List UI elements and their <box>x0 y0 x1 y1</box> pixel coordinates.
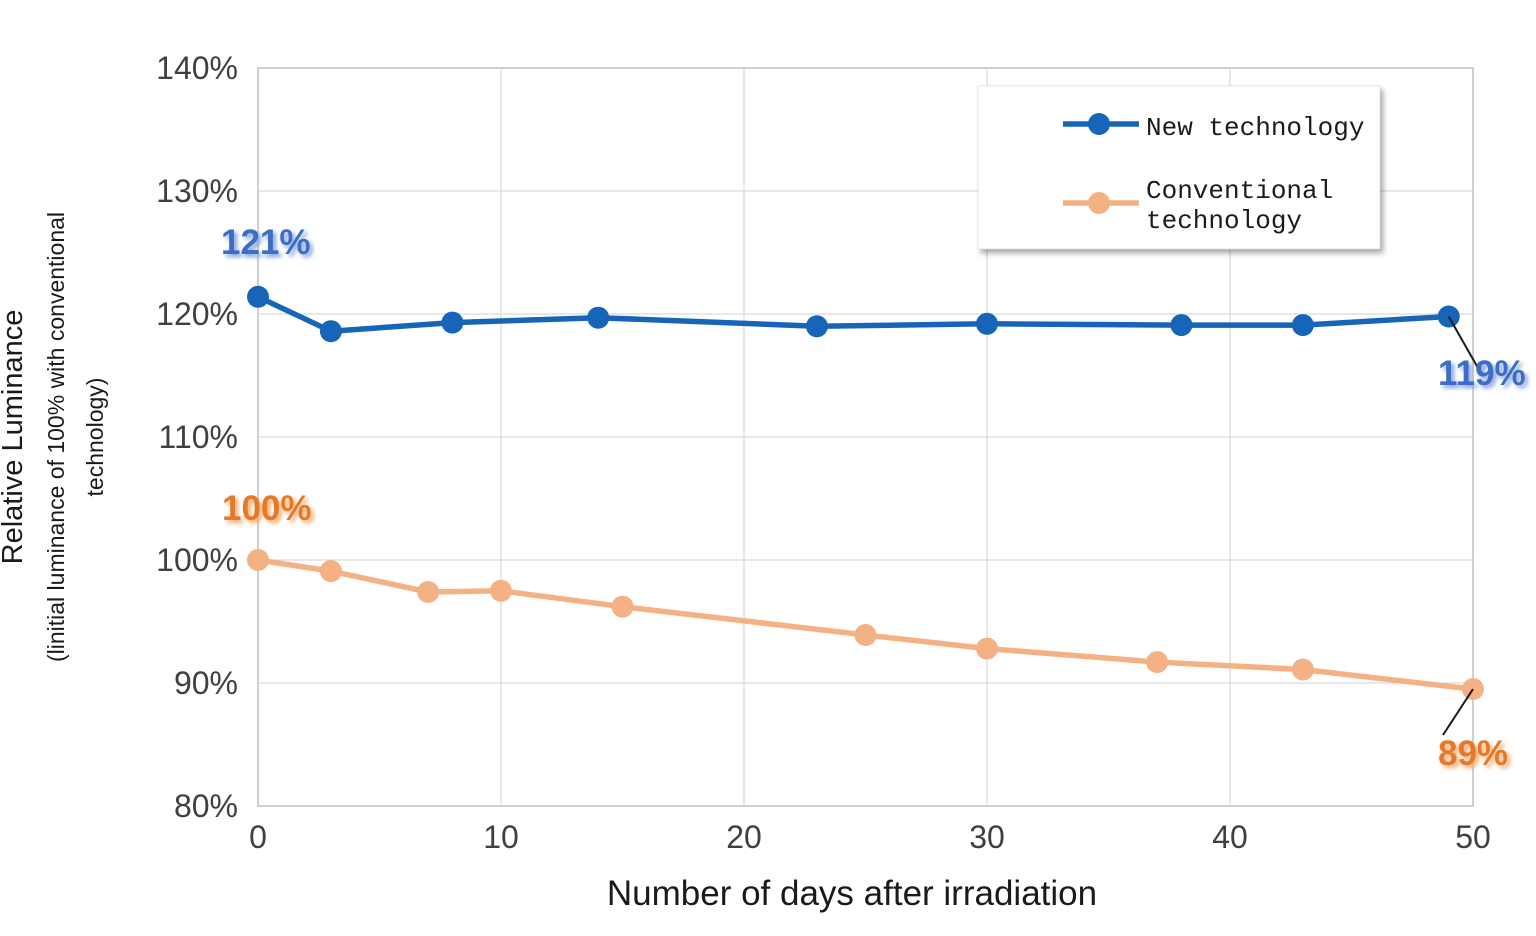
svg-text:100%: 100% <box>156 542 238 578</box>
svg-text:90%: 90% <box>174 665 238 701</box>
svg-text:(linitial luminance of 100% wi: (linitial luminance of 100% with convent… <box>43 212 69 662</box>
svg-text:New technology: New technology <box>1146 113 1364 143</box>
svg-text:50: 50 <box>1455 819 1491 855</box>
svg-text:119%: 119% <box>1438 354 1526 393</box>
svg-text:120%: 120% <box>156 296 238 332</box>
svg-text:0: 0 <box>249 819 267 855</box>
svg-text:Number of days after irradiati: Number of days after irradiation <box>607 874 1097 913</box>
svg-text:40: 40 <box>1212 819 1248 855</box>
svg-text:Relative Luminance: Relative Luminance <box>0 310 29 565</box>
svg-text:Conventional: Conventional <box>1146 176 1333 206</box>
svg-text:100%: 100% <box>222 489 312 528</box>
svg-text:20: 20 <box>726 819 762 855</box>
svg-text:technology): technology) <box>82 378 108 497</box>
svg-text:140%: 140% <box>156 50 238 86</box>
svg-text:89%: 89% <box>1438 734 1508 773</box>
svg-text:110%: 110% <box>159 419 238 455</box>
svg-text:121%: 121% <box>221 223 311 262</box>
svg-text:10: 10 <box>483 819 519 855</box>
svg-text:130%: 130% <box>156 173 238 209</box>
svg-text:technology: technology <box>1146 206 1302 236</box>
svg-text:30: 30 <box>969 819 1005 855</box>
svg-text:80%: 80% <box>174 788 238 824</box>
